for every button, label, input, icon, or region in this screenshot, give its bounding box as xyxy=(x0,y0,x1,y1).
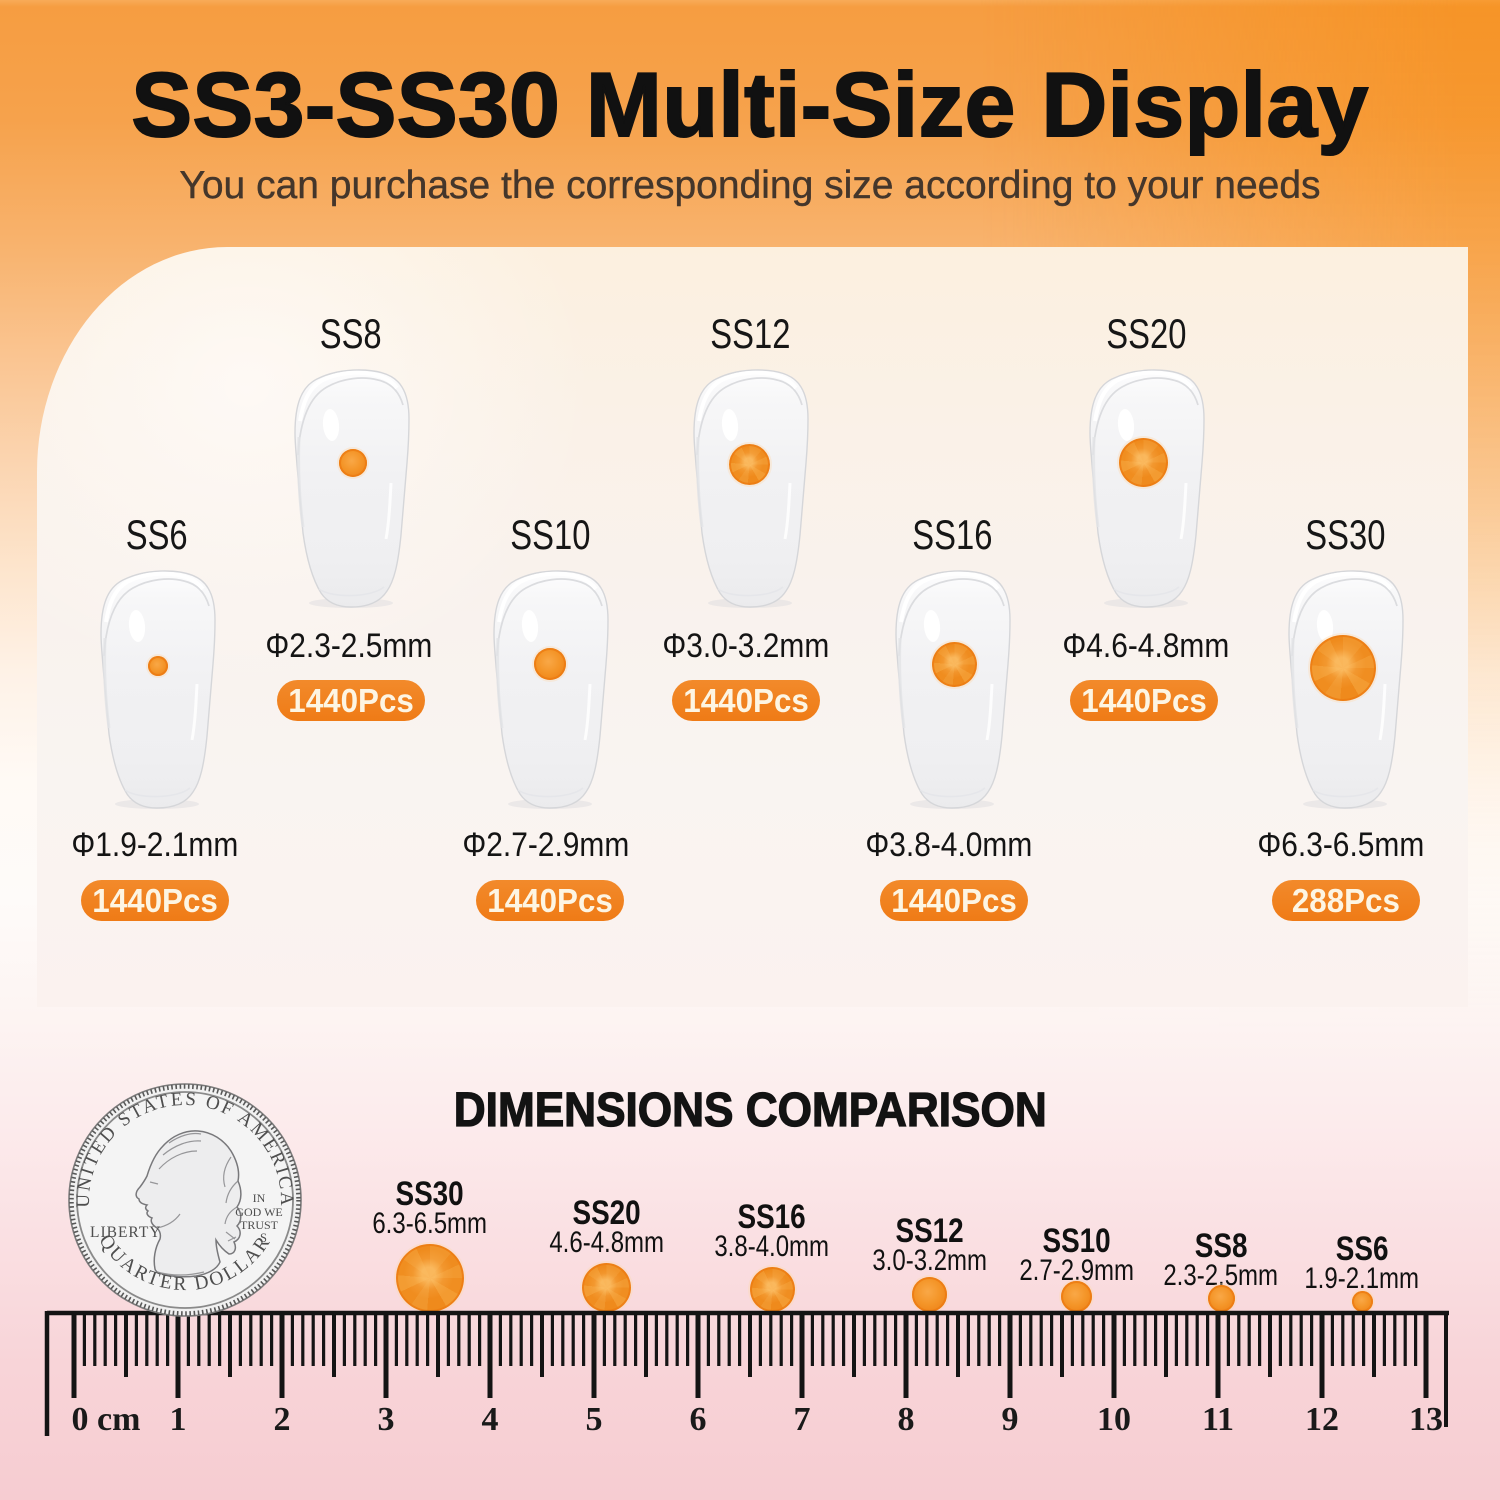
svg-text:S: S xyxy=(260,1231,267,1245)
svg-text:9: 9 xyxy=(1002,1401,1019,1438)
svg-text:10: 10 xyxy=(1097,1401,1131,1438)
svg-text:3: 3 xyxy=(378,1401,395,1438)
svg-text:cm: cm xyxy=(97,1401,140,1438)
svg-text:IN: IN xyxy=(253,1191,266,1205)
svg-text:GOD WE: GOD WE xyxy=(235,1205,282,1219)
svg-text:2: 2 xyxy=(274,1401,291,1438)
svg-text:LIBERTY: LIBERTY xyxy=(90,1224,162,1241)
svg-text:0: 0 xyxy=(72,1401,89,1438)
svg-text:13: 13 xyxy=(1409,1401,1443,1438)
svg-text:TRUST: TRUST xyxy=(240,1218,279,1232)
svg-text:8: 8 xyxy=(898,1401,915,1438)
svg-text:6: 6 xyxy=(690,1401,707,1438)
svg-text:5: 5 xyxy=(586,1401,603,1438)
svg-text:7: 7 xyxy=(794,1401,811,1438)
svg-text:4: 4 xyxy=(482,1401,499,1438)
svg-text:1: 1 xyxy=(170,1401,187,1438)
svg-text:11: 11 xyxy=(1202,1401,1234,1438)
svg-text:12: 12 xyxy=(1305,1401,1339,1438)
